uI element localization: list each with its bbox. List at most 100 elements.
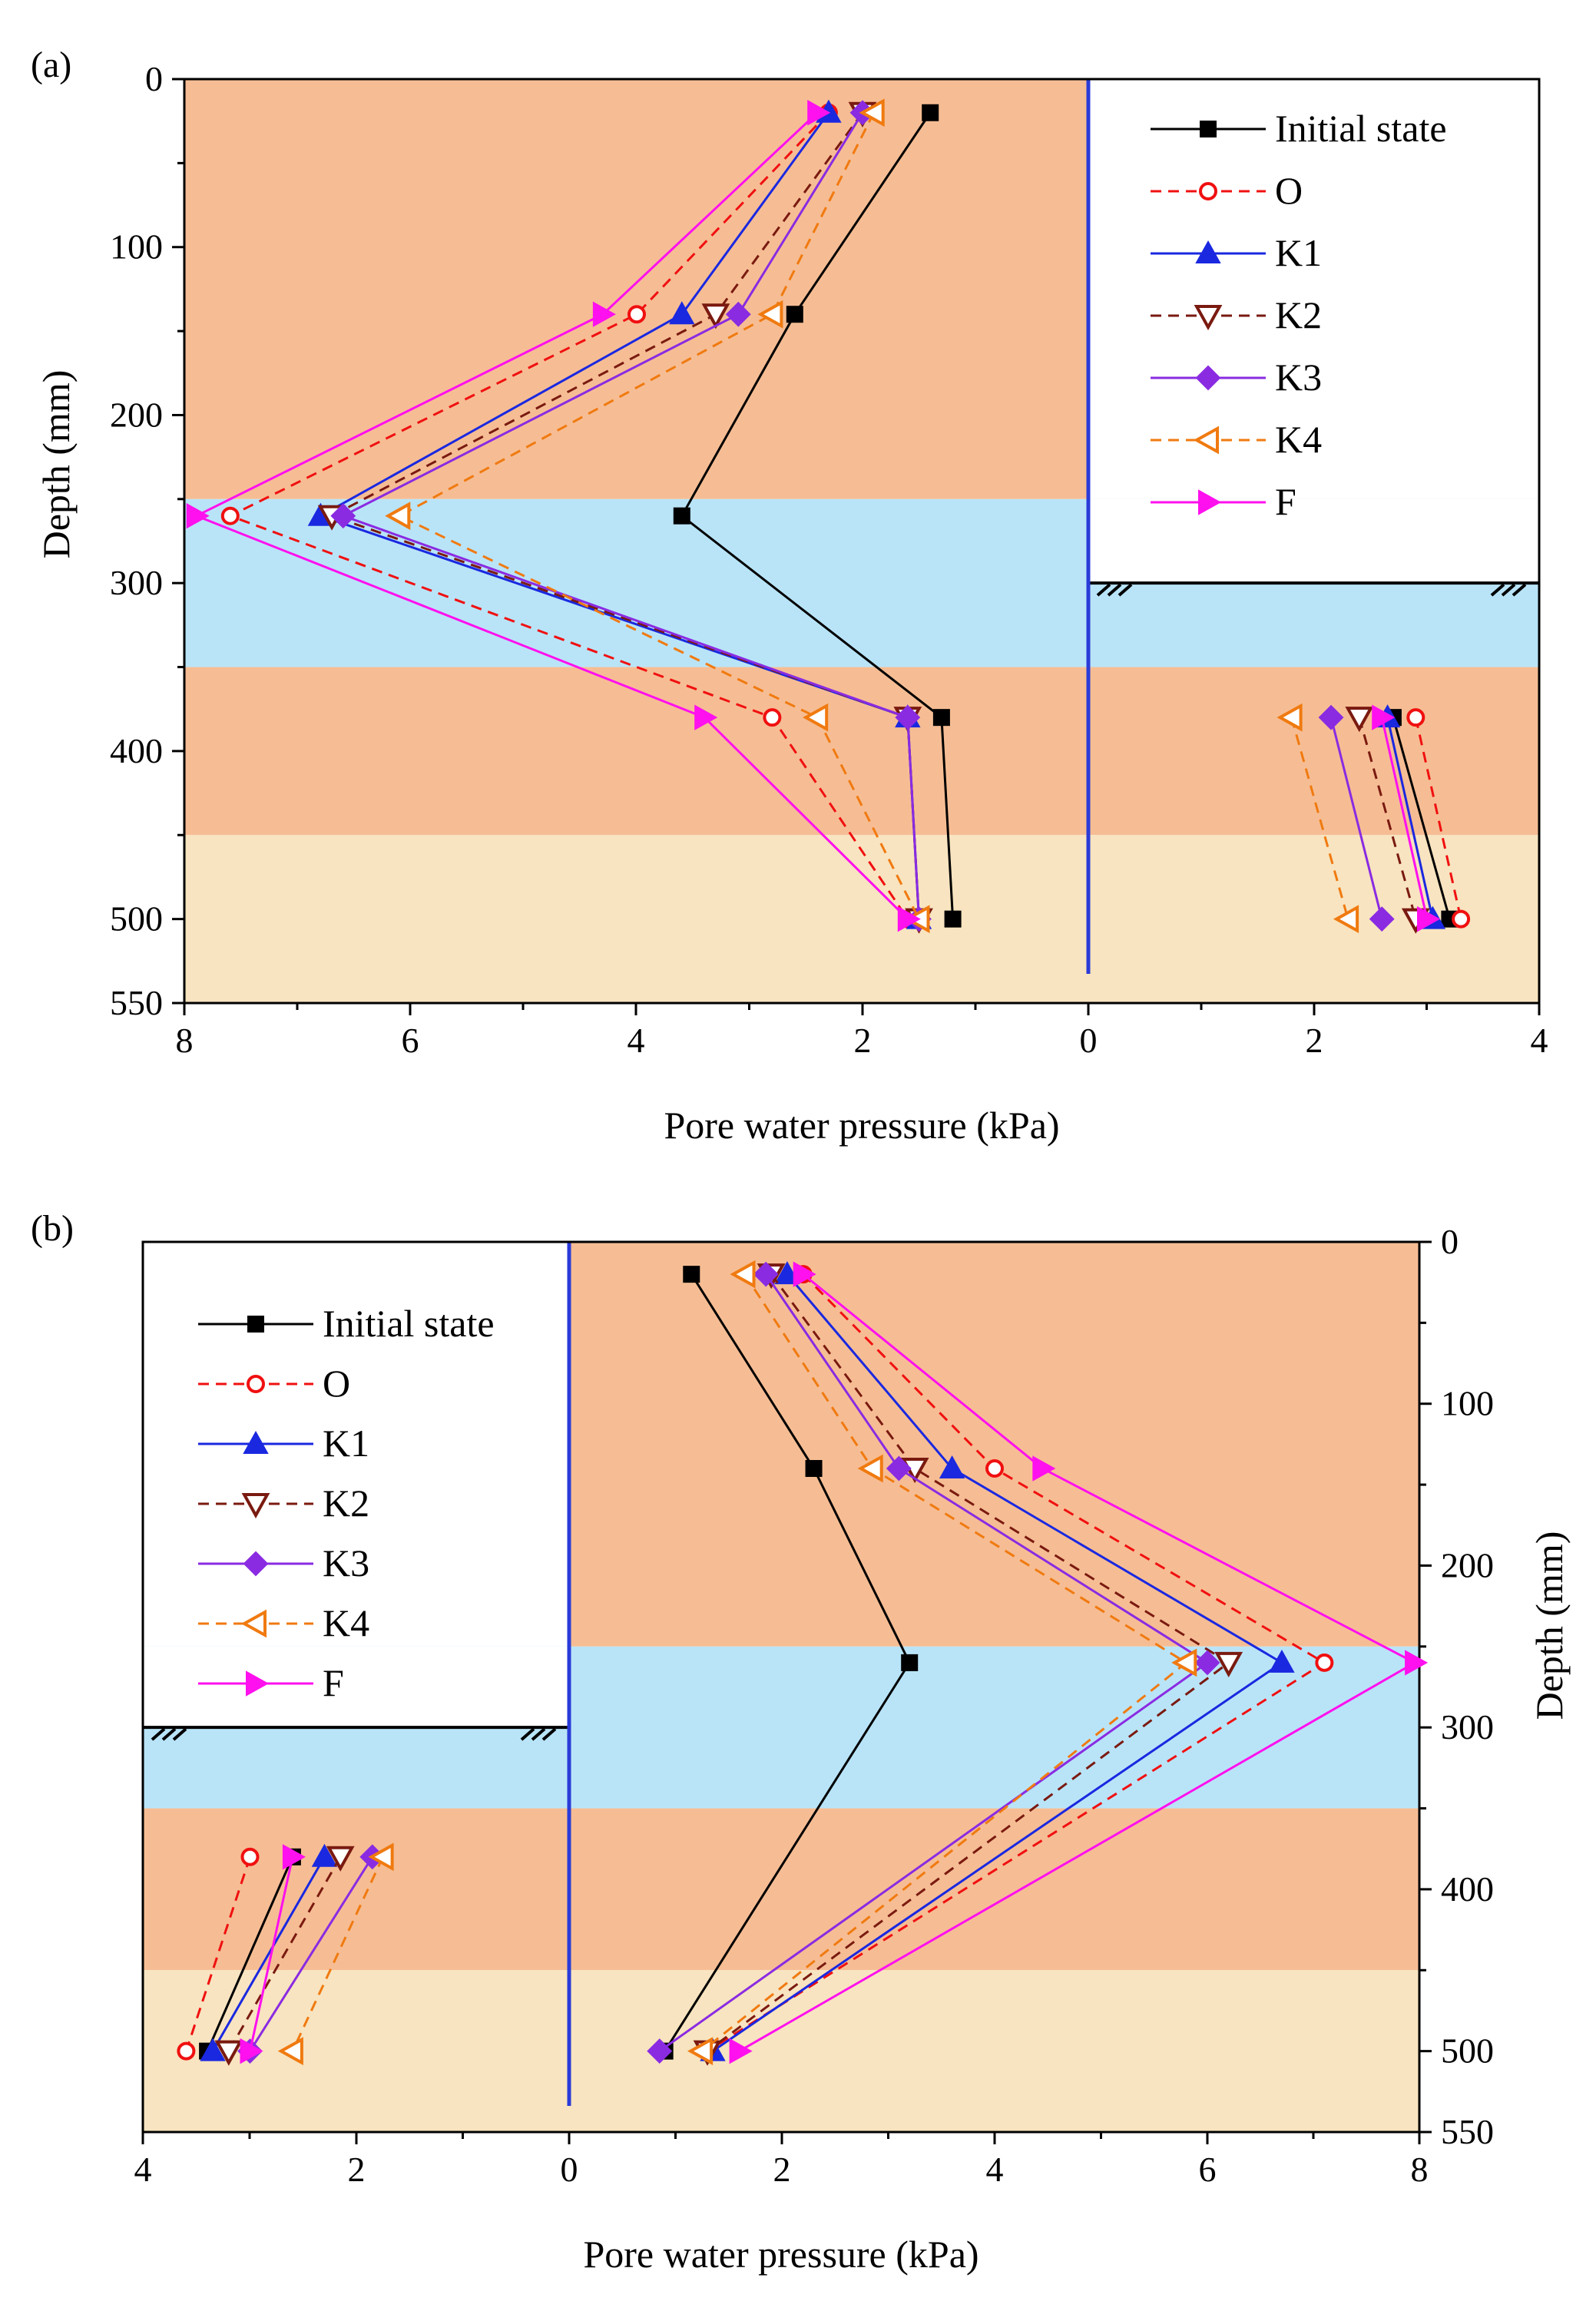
series-line-excavated [1329,717,1383,920]
y-tick-label: 400 [1441,1869,1494,1909]
y-tick-label: 200 [1441,1545,1494,1584]
data-point [214,2040,243,2066]
data-point [1372,704,1396,730]
data-point [326,1846,355,1872]
data-point [1417,906,1441,932]
ground-hatch-mark [1118,583,1133,597]
series-line-retained [707,1273,1327,2052]
data-point [240,2038,263,2064]
y-tick-label: 300 [1441,1707,1494,1746]
data-point [805,1460,823,1478]
series-line-retained [664,1273,911,2052]
data-point [901,1654,919,1671]
legend-marker [241,1493,270,1519]
legend-marker [243,1430,269,1454]
data-point [1194,1650,1220,1676]
data-point [857,1454,883,1483]
data-point [786,306,803,323]
series-f [240,1261,1429,2064]
x-tick-label: 6 [1199,2150,1217,2189]
y-tick-label: 200 [110,395,163,434]
data-point [683,1266,700,1283]
data-point [725,301,751,327]
layer-sand [184,835,1539,1003]
legend-marker [1195,365,1221,391]
data-point [730,1260,756,1289]
panel-a-label: (a) [31,45,71,85]
data-point [627,305,646,324]
ground-hatch-mark [151,1727,166,1741]
data-point [729,2038,753,2064]
x-tick-label: 4 [134,2150,152,2189]
series-line-excavated [1392,717,1451,920]
legend-label: K1 [1275,231,1322,274]
excavation-void [143,1646,569,1728]
data-point [311,1843,338,1867]
legend-label: Initial state [1275,107,1447,150]
x-axis-title: Pore water pressure (kPa) [664,1104,1059,1147]
x-tick-label: 2 [1306,1021,1323,1060]
layer-sand [143,1970,1419,2132]
legend-label: F [323,1661,344,1704]
plot-area-a: 0 100 200 300 400 500 550 8 6 4 2 0 2 4 Pore water pre… [35,59,1548,1147]
series-o [220,103,1471,929]
ground-hatch-mark [172,1727,187,1741]
series-line-excavated [249,1856,294,2051]
legend: Initial state O K1 K2 K3 K4 F [198,1302,495,1704]
x-tick-label: 8 [176,1021,194,1060]
series-k4 [277,1260,1197,2066]
data-point [592,301,616,327]
ground-hatch-mark [1107,583,1122,597]
legend-marker [247,1375,265,1393]
y-axis-title: Depth (mm) [1528,1531,1571,1720]
legend-label: Initial state [323,1302,495,1345]
legend-label: K2 [323,1482,369,1525]
ground-hatch-mark [1501,583,1516,597]
plot-area-b: 0 100 200 300 400 500 550 4 2 0 2 4 6 8 Pore water pre… [134,1222,1571,2276]
data-point [1315,1653,1334,1672]
data-point [757,300,783,329]
x-tick-label: 0 [561,2150,578,2189]
data-point [1032,1455,1056,1482]
data-point [859,98,885,127]
x-axis-title: Pore water pressure (kPa) [583,2233,978,2276]
series-line-retained [397,112,920,920]
data-point [330,503,356,529]
layer-upper-clay [569,1242,1419,1647]
legend-marker [247,1316,264,1333]
legend-label: K1 [323,1422,369,1465]
series-line-excavated [227,1856,342,2052]
data-point [701,303,730,329]
y-tick-label: 550 [1441,2112,1494,2151]
data-point [895,704,921,730]
x-tick-label: 2 [854,1021,872,1060]
y-tick-label: 0 [1441,1222,1459,1261]
series-line-retained [707,1273,1231,2052]
data-point [1318,704,1344,730]
data-point [897,906,921,932]
data-point [985,1459,1004,1478]
layer-upper-clay [184,79,1088,499]
y-tick-label: 300 [110,563,163,602]
series-line-retained [738,1273,1418,2052]
series-line-excavated [211,1856,326,2052]
data-point [186,502,210,529]
data-point [886,1455,912,1482]
legend: Initial state O K1 K2 K3 K4 F [1151,107,1447,523]
y-tick-label: 400 [110,731,163,770]
y-tick-label: 0 [145,59,163,98]
data-point [1171,1648,1197,1677]
series-k4 [385,98,1359,934]
legend-marker [1198,489,1222,515]
data-point [669,301,695,325]
x-tick-label: 8 [1411,2150,1429,2189]
data-point [1269,1649,1295,1673]
y-tick-label: 550 [110,983,163,1022]
data-point [277,2037,303,2066]
legend-label: O [323,1362,350,1405]
series-k3 [330,100,1395,932]
data-point [932,709,950,727]
ground-hatch-mark [1512,583,1527,597]
panel-a: (a) 0 100 200 300 400 500 550 8 6 4 2 0 2 4 Pore water… [31,45,1548,1147]
